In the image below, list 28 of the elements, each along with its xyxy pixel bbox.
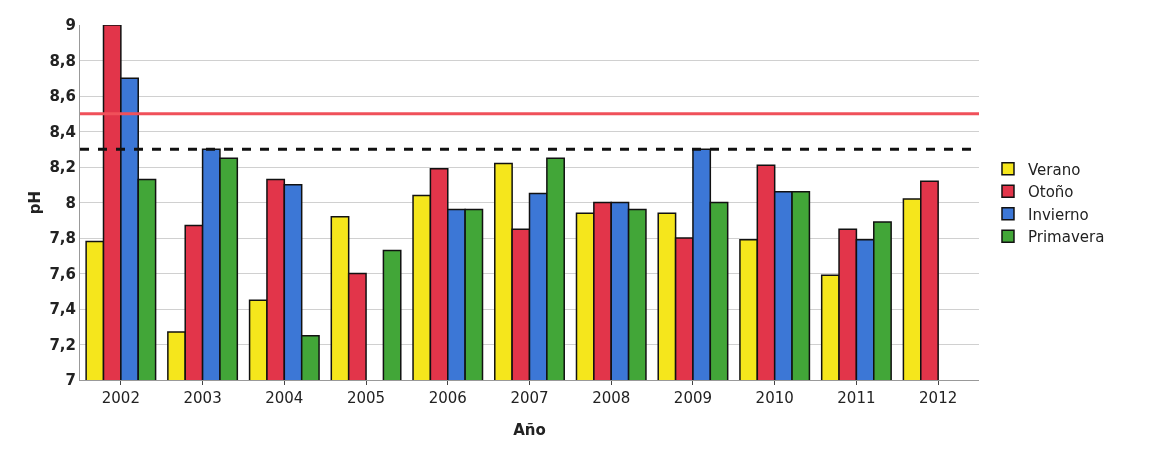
x-tick-label: 2011: [837, 389, 876, 407]
x-tick-label: 2005: [346, 389, 386, 407]
y-tick-label: 7,4: [49, 300, 76, 319]
x-tick-label: 2002: [101, 389, 140, 407]
x-tick-label: 2010: [755, 389, 794, 407]
y-tick-label: 7,6: [49, 264, 76, 283]
legend-label: Primavera: [1027, 228, 1105, 247]
legend-label: Invierno: [1027, 205, 1089, 224]
y-tick-label: 8,2: [49, 158, 76, 177]
legend-label: Otoño: [1027, 183, 1074, 202]
x-tick-label: 2004: [265, 389, 304, 407]
x-tick-label: 2012: [919, 389, 958, 407]
y-tick-label: 7: [65, 371, 76, 390]
x-tick-label: 2003: [183, 389, 222, 407]
y-tick-label: 8,6: [49, 87, 76, 106]
legend-label: Verano: [1027, 160, 1081, 179]
y-tick-label: 8,4: [49, 122, 76, 141]
y-tick-label: 9: [65, 16, 76, 35]
y-axis-title: pH: [26, 190, 44, 215]
y-tick-label: 8: [65, 193, 76, 212]
y-tick-label: 7,8: [49, 229, 76, 248]
x-tick-label: 2009: [673, 389, 713, 407]
x-tick-label: 2006: [428, 389, 467, 407]
y-tick-label: 8,8: [49, 51, 76, 70]
x-tick-label: 2007: [510, 389, 549, 407]
x-axis-title: Año: [513, 421, 546, 439]
x-tick-label: 2008: [592, 389, 631, 407]
y-tick-label: 7,2: [49, 335, 76, 354]
